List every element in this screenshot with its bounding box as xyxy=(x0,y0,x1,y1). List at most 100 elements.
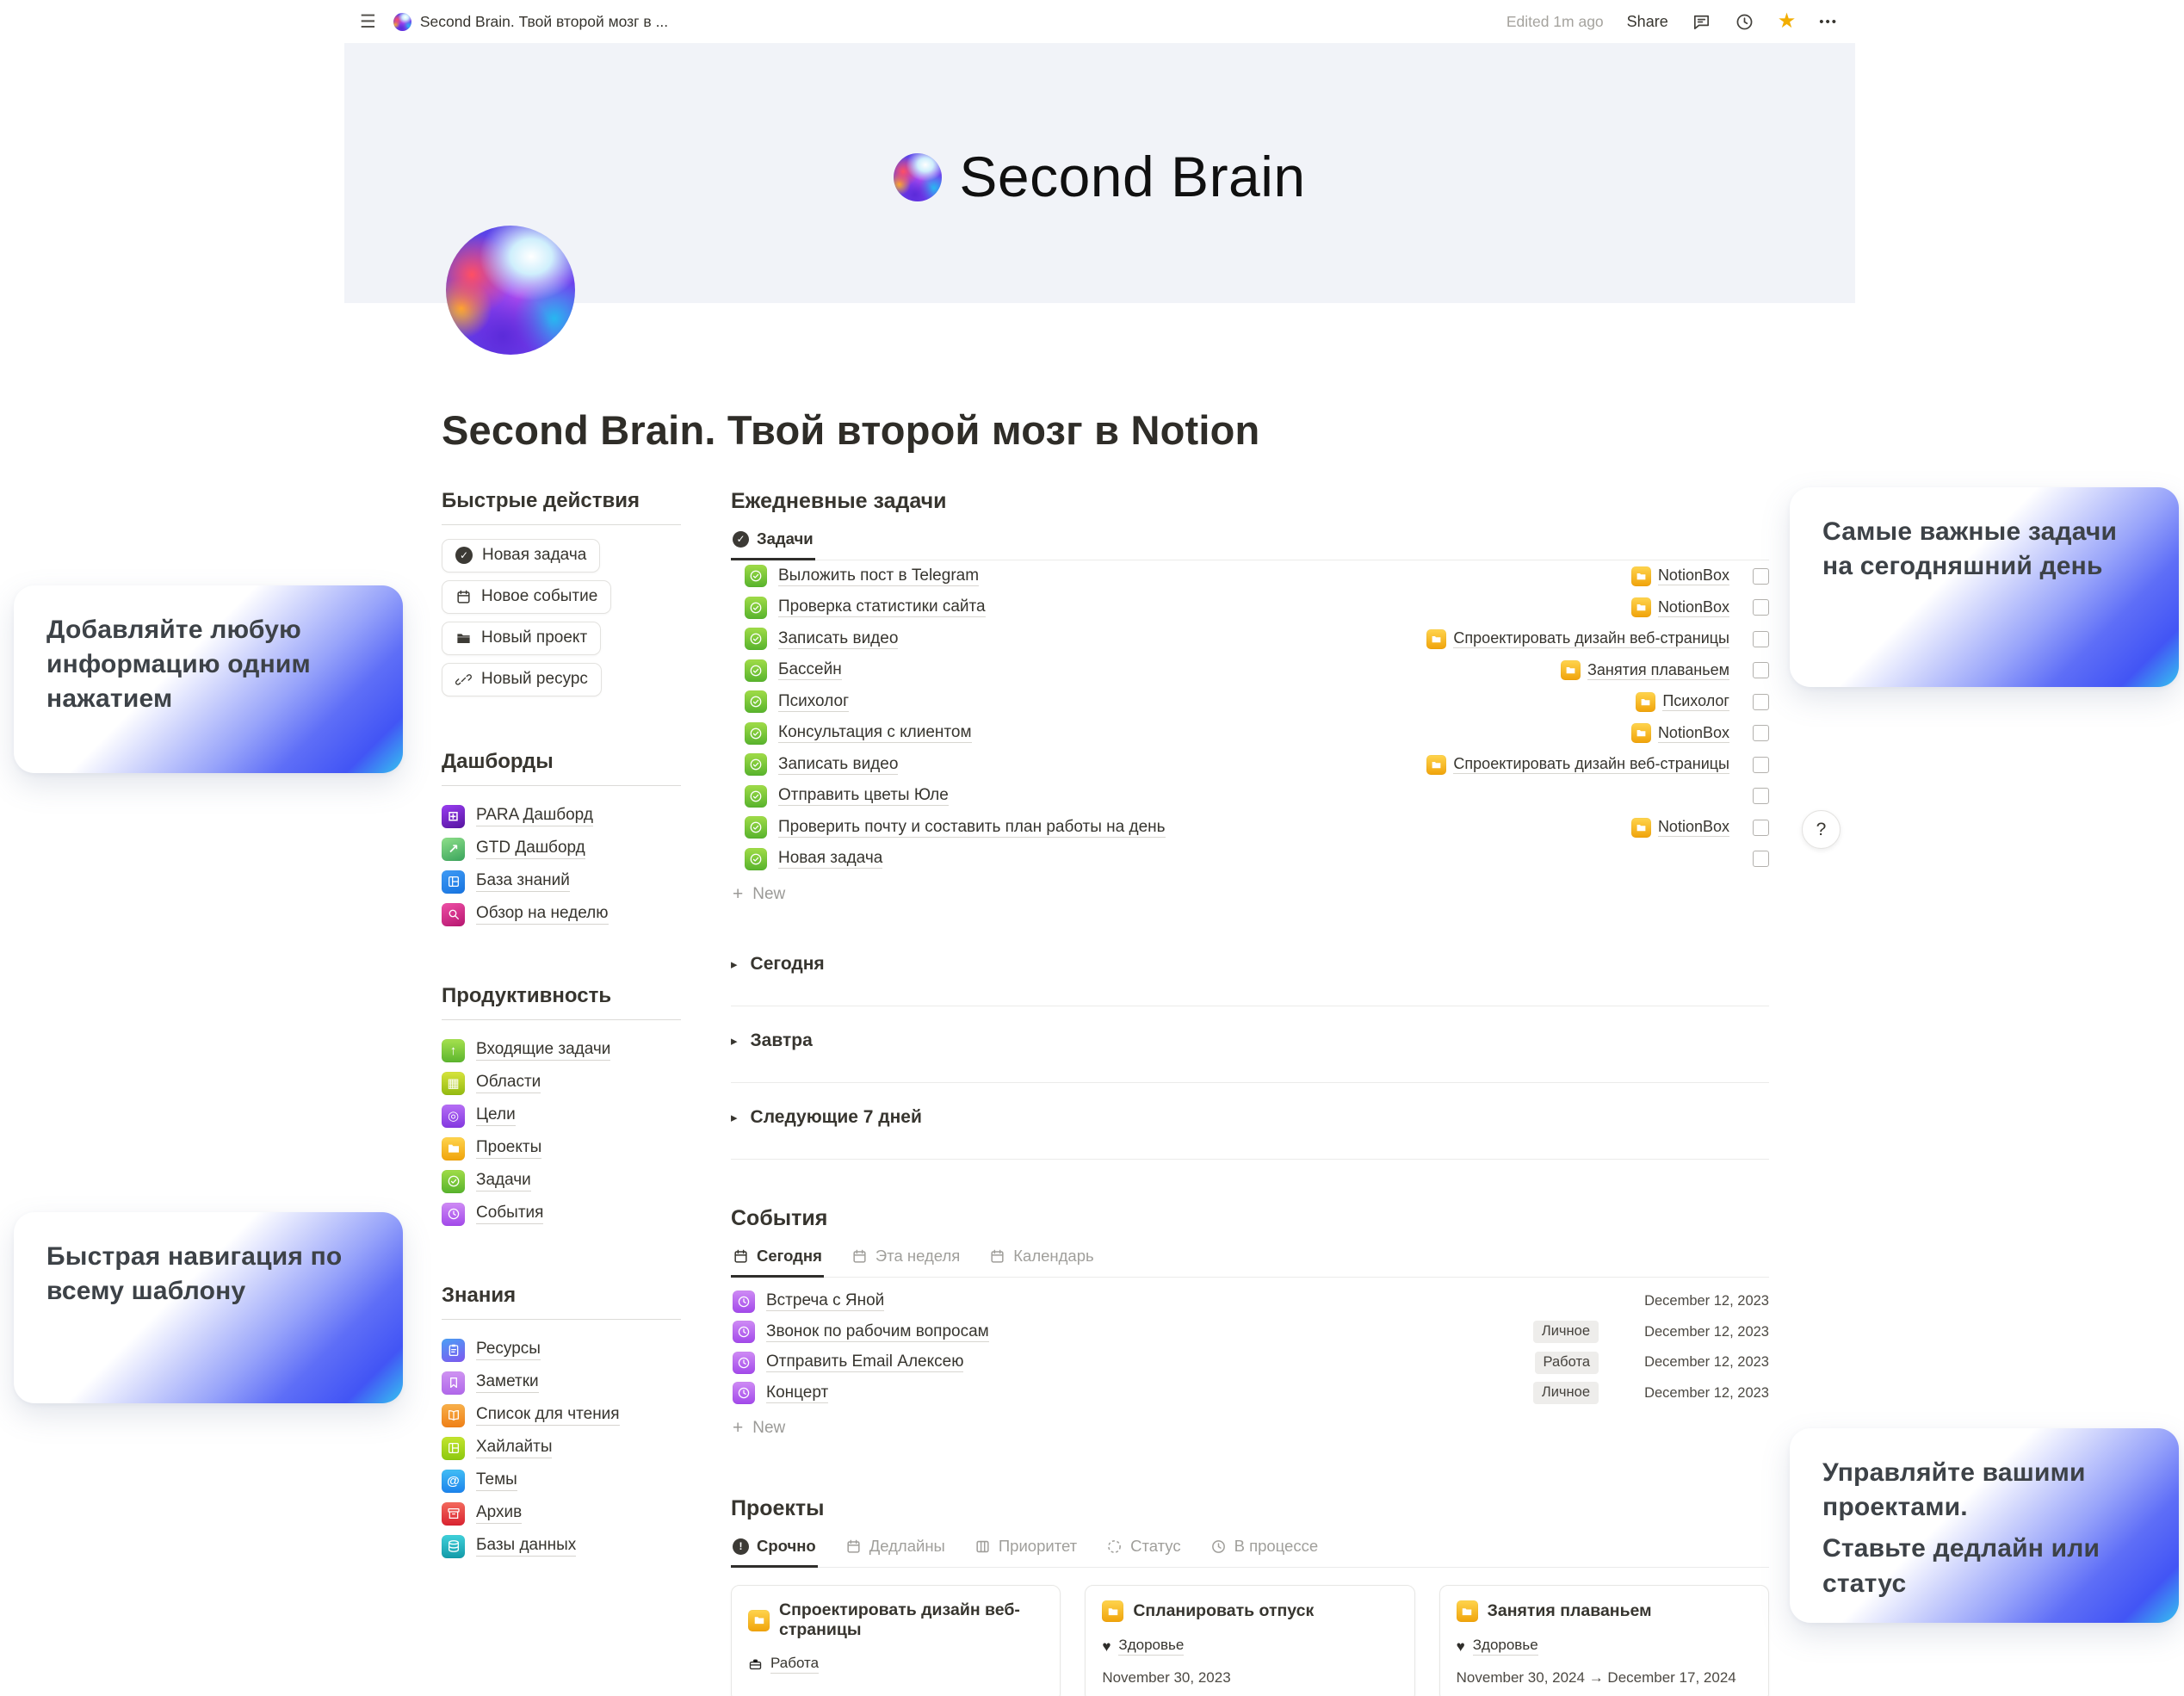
project-card-tag[interactable]: ♥ Здоровье xyxy=(1102,1637,1185,1656)
comments-icon[interactable] xyxy=(1692,12,1711,32)
task-title-link[interactable]: Записать видео xyxy=(778,628,899,649)
share-button[interactable]: Share xyxy=(1626,12,1668,30)
project-card-tag[interactable]: Работа xyxy=(748,1655,1043,1674)
new-event-button[interactable]: Новое событие xyxy=(442,580,612,614)
more-options-icon[interactable]: ••• xyxy=(1819,14,1838,29)
sidebar-item-weekly-review[interactable]: Обзор на неделю xyxy=(442,898,681,931)
tab-events-this-week[interactable]: Эта неделя xyxy=(850,1240,962,1277)
task-checkbox[interactable] xyxy=(1753,819,1769,836)
event-row[interactable]: Концерт Личное December 12, 2023 xyxy=(731,1378,1769,1409)
task-row[interactable]: Психолог Психолог xyxy=(731,686,1769,718)
event-title-link[interactable]: Звонок по рабочим вопросам xyxy=(766,1322,989,1342)
task-row[interactable]: Проверка статистики сайта NotionBox xyxy=(731,592,1769,624)
sidebar-item-para-dashboard[interactable]: ⊞ PARA Дашборд xyxy=(442,800,681,833)
task-title-link[interactable]: Психолог xyxy=(778,691,850,712)
tab-projects-in-progress[interactable]: В процессе xyxy=(1209,1530,1321,1567)
sidebar-item-resources[interactable]: Ресурсы xyxy=(442,1334,681,1366)
task-row[interactable]: Выложить пост в Telegram NotionBox xyxy=(731,560,1769,592)
sidebar-item-inbox-tasks[interactable]: ↑ Входящие задачи xyxy=(442,1034,681,1067)
new-project-button[interactable]: Новый проект xyxy=(442,622,602,655)
chevron-right-icon[interactable]: ▸ xyxy=(731,1034,738,1049)
project-card-tag[interactable]: ♥ Здоровье xyxy=(1456,1637,1538,1656)
sidebar-item-databases[interactable]: Базы данных xyxy=(442,1530,681,1563)
task-checkbox[interactable] xyxy=(1753,756,1769,773)
new-task-row[interactable]: + New xyxy=(733,884,786,904)
toggle-tomorrow[interactable]: ▸ Завтра xyxy=(731,1031,813,1050)
task-title-link[interactable]: Консультация с клиентом xyxy=(778,723,972,744)
project-chip[interactable]: Занятия плаваньем xyxy=(1561,660,1729,681)
toggle-today[interactable]: ▸ Сегодня xyxy=(731,954,825,974)
sidebar-item-notes[interactable]: Заметки xyxy=(442,1366,681,1399)
tab-projects-deadlines[interactable]: Дедлайны xyxy=(844,1530,947,1567)
task-checkbox[interactable] xyxy=(1753,851,1769,868)
tab-events-today[interactable]: Сегодня xyxy=(731,1240,824,1278)
task-title-link[interactable]: Записать видео xyxy=(778,754,899,775)
project-chip[interactable]: Психолог xyxy=(1636,691,1729,712)
task-checkbox[interactable] xyxy=(1753,788,1769,805)
sidebar-item-knowledge-base[interactable]: База знаний xyxy=(442,865,681,898)
new-resource-button[interactable]: Новый ресурс xyxy=(442,663,602,696)
project-chip[interactable]: NotionBox xyxy=(1630,817,1729,838)
sidebar-item-reading-list[interactable]: Список для чтения xyxy=(442,1399,681,1432)
history-icon[interactable] xyxy=(1735,12,1754,32)
task-row[interactable]: Записать видео Спроектировать дизайн веб… xyxy=(731,623,1769,655)
project-chip[interactable]: NotionBox xyxy=(1630,723,1729,744)
chevron-right-icon[interactable]: ▸ xyxy=(731,1111,738,1125)
tab-events-calendar[interactable]: Календарь xyxy=(987,1240,1095,1277)
sidebar-item-events[interactable]: События xyxy=(442,1198,681,1230)
task-row[interactable]: Отправить цветы Юле xyxy=(731,781,1769,813)
task-row[interactable]: Записать видео Спроектировать дизайн веб… xyxy=(731,749,1769,781)
event-title-link[interactable]: Встреча с Яной xyxy=(766,1291,885,1312)
event-row[interactable]: Встреча с Яной December 12, 2023 xyxy=(731,1286,1769,1317)
new-event-row[interactable]: + New xyxy=(733,1418,786,1438)
sidebar-item-projects[interactable]: Проекты xyxy=(442,1132,681,1165)
task-title-link[interactable]: Выложить пост в Telegram xyxy=(778,566,980,586)
tab-projects-urgent[interactable]: ! Срочно xyxy=(731,1530,818,1568)
task-title-link[interactable]: Новая задача xyxy=(778,849,883,870)
project-chip[interactable]: Спроектировать дизайн веб-страницы xyxy=(1426,628,1729,649)
project-chip[interactable]: NotionBox xyxy=(1630,597,1729,618)
hamburger-menu-icon[interactable]: ☰ xyxy=(360,11,376,32)
project-chip[interactable]: NotionBox xyxy=(1630,566,1729,586)
sidebar-item-areas[interactable]: ▦ Области xyxy=(442,1067,681,1099)
sidebar-item-goals[interactable]: ◎ Цели xyxy=(442,1099,681,1132)
toggle-next-7-days[interactable]: ▸ Следующие 7 дней xyxy=(731,1107,922,1127)
tab-tasks[interactable]: ✓ Задачи xyxy=(731,523,815,560)
project-card[interactable]: Спланировать отпуск ♥ Здоровье November … xyxy=(1085,1585,1415,1696)
task-title-link[interactable]: Проверка статистики сайта xyxy=(778,597,986,618)
task-row[interactable]: Проверить почту и составить план работы … xyxy=(731,812,1769,844)
breadcrumb[interactable]: Second Brain. Твой второй мозг в ... xyxy=(393,12,668,31)
project-chip[interactable]: Спроектировать дизайн веб-страницы xyxy=(1426,754,1729,775)
event-row[interactable]: Звонок по рабочим вопросам Личное Decemb… xyxy=(731,1317,1769,1348)
new-task-button[interactable]: ✓ Новая задача xyxy=(442,539,601,573)
event-title-link[interactable]: Отправить Email Алексею xyxy=(766,1352,964,1373)
project-card[interactable]: Спроектировать дизайн веб-страницы Работ… xyxy=(731,1585,1061,1696)
task-checkbox[interactable] xyxy=(1753,567,1769,585)
help-button[interactable]: ? xyxy=(1802,810,1841,849)
chevron-right-icon[interactable]: ▸ xyxy=(731,957,738,972)
project-card[interactable]: Занятия плаваньем ♥ Здоровье November 30… xyxy=(1438,1585,1769,1696)
task-checkbox[interactable] xyxy=(1753,599,1769,616)
task-row[interactable]: Бассейн Занятия плаваньем xyxy=(731,655,1769,687)
task-row[interactable]: Новая задача xyxy=(731,844,1769,876)
sidebar-item-tasks[interactable]: Задачи xyxy=(442,1165,681,1198)
task-title-link[interactable]: Проверить почту и составить план работы … xyxy=(778,817,1166,838)
task-title-link[interactable]: Бассейн xyxy=(778,660,842,681)
sidebar-item-gtd-dashboard[interactable]: ↗ GTD Дашборд xyxy=(442,833,681,865)
task-title-link[interactable]: Отправить цветы Юле xyxy=(778,786,949,807)
event-row[interactable]: Отправить Email Алексею Работа December … xyxy=(731,1347,1769,1378)
page-icon-sphere[interactable] xyxy=(446,226,575,355)
tab-projects-status[interactable]: Статус xyxy=(1104,1530,1182,1567)
task-checkbox[interactable] xyxy=(1753,725,1769,742)
tab-projects-priority[interactable]: Приоритет xyxy=(973,1530,1079,1567)
task-checkbox[interactable] xyxy=(1753,662,1769,679)
sidebar-item-topics[interactable]: @ Темы xyxy=(442,1464,681,1497)
page-body: Second Brain Second Brain. Твой второй м… xyxy=(344,43,1855,1696)
sidebar-item-archive[interactable]: Архив xyxy=(442,1497,681,1530)
task-checkbox[interactable] xyxy=(1753,693,1769,710)
event-title-link[interactable]: Концерт xyxy=(766,1383,829,1403)
task-row[interactable]: Консультация с клиентом NotionBox xyxy=(731,718,1769,750)
favorite-star-icon[interactable]: ★ xyxy=(1777,9,1797,33)
sidebar-item-highlights[interactable]: Хайлайты xyxy=(442,1432,681,1464)
task-checkbox[interactable] xyxy=(1753,630,1769,647)
